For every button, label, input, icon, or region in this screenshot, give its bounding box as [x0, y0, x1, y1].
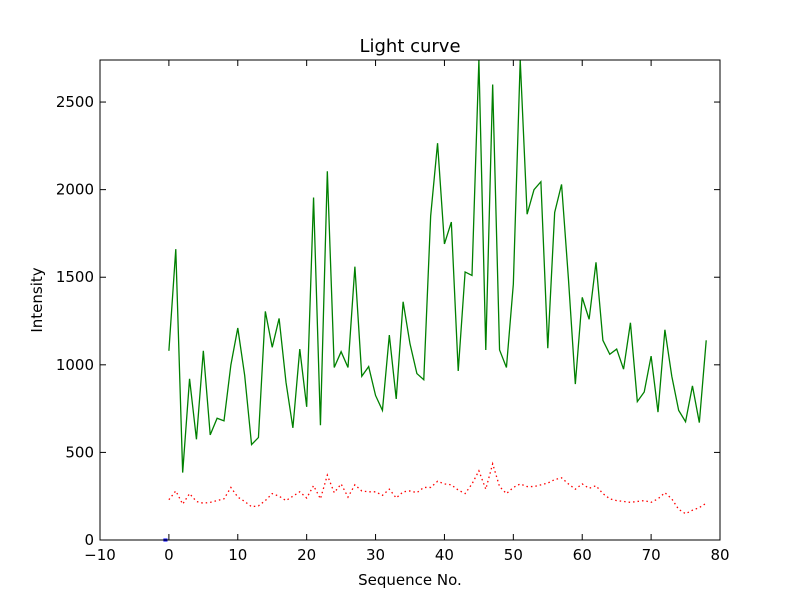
y-tick-label: 2500	[56, 93, 94, 111]
x-tick-label: 10	[228, 546, 247, 564]
x-tick-label: 0	[164, 546, 174, 564]
x-tick-label: 40	[435, 546, 454, 564]
y-tick-label: 1500	[56, 268, 94, 286]
x-tick-label: 30	[366, 546, 385, 564]
x-tick-label: −10	[84, 546, 116, 564]
x-tick-label: 80	[710, 546, 729, 564]
series-line-2	[168, 461, 707, 515]
y-tick-label: 0	[84, 531, 94, 549]
x-tick-label: 50	[504, 546, 523, 564]
x-tick-label: 70	[642, 546, 661, 564]
x-tick-label: 60	[573, 546, 592, 564]
y-tick-label: 1000	[56, 356, 94, 374]
x-tick-label: 20	[297, 546, 316, 564]
y-tick-label: 500	[65, 443, 94, 461]
y-axis-label: Intensity	[28, 267, 46, 332]
series-line-1	[168, 59, 707, 473]
x-axis-label: Sequence No.	[358, 571, 462, 589]
y-tick-label: 2000	[56, 181, 94, 199]
chart-title: Light curve	[359, 36, 460, 57]
plot-frame	[99, 59, 721, 541]
